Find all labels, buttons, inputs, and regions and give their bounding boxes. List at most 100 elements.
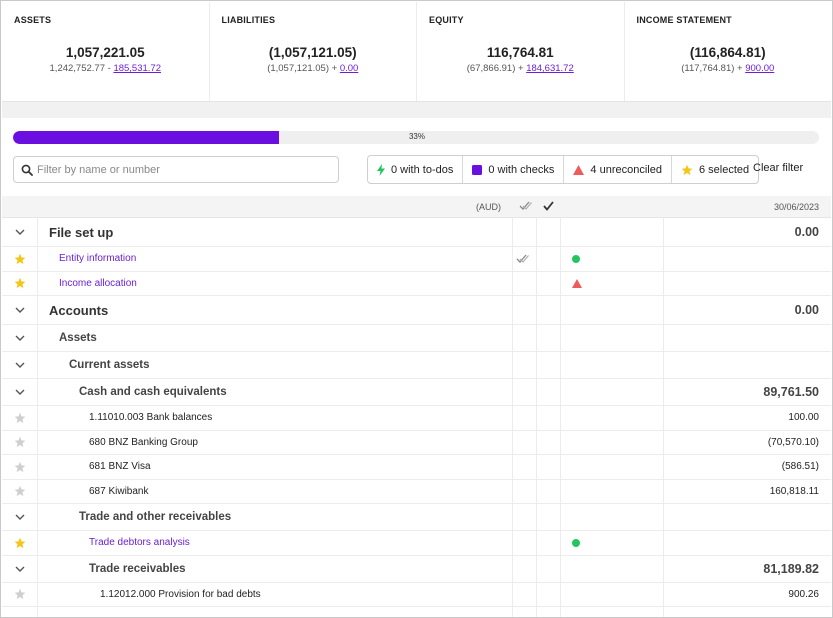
row-amount: 900.26	[788, 588, 819, 600]
progress-label: 33%	[408, 132, 425, 141]
filter-search-box[interactable]	[13, 156, 339, 183]
column-divider	[512, 196, 513, 617]
filter-selected-label: 6 selected	[698, 163, 750, 176]
summary-divider-band	[2, 102, 831, 118]
table-row[interactable]: 681 BNZ Visa (586.51)	[2, 455, 831, 480]
breakdown-text: (1,057,121.05) +	[267, 63, 340, 74]
chevron-down-icon[interactable]	[2, 379, 38, 405]
filter-unreconciled-chip[interactable]: 4 unreconciled	[564, 156, 672, 183]
table-row[interactable]: Entity information	[2, 247, 831, 272]
row-name: Assets	[59, 332, 97, 344]
star-icon[interactable]	[2, 431, 38, 455]
group-row[interactable]: Cash and cash equivalents 89,761.50	[2, 379, 831, 406]
filter-todos-label: 0 with to-dos	[391, 163, 454, 176]
period-date-header: 30/06/2023	[773, 202, 819, 212]
summary-panel: ASSETS 1,057,221.05 1,242,752.77 - 185,5…	[2, 2, 831, 102]
table-row[interactable]: 1.12012.000 Provision for bad debts 900.2…	[2, 583, 831, 607]
row-name: Trade receivables	[89, 562, 186, 575]
card-breakdown: (1,057,121.05) + 0.00	[210, 63, 417, 74]
status-dot-icon	[572, 531, 580, 555]
square-check-icon	[472, 164, 483, 175]
status-dot-icon	[572, 247, 580, 271]
star-icon[interactable]	[2, 531, 38, 555]
filter-chips: 0 with to-dos 0 with checks 4 unreconcil…	[367, 155, 760, 184]
row-amount: 89,761.50	[763, 385, 819, 399]
filter-checks-label: 0 with checks	[488, 163, 555, 176]
row-name: 1.12012.000 Provision for bad debts	[100, 588, 261, 600]
warning-triangle-icon	[573, 164, 585, 175]
star-icon[interactable]	[2, 480, 38, 504]
group-row[interactable]: File set up 0.00	[2, 218, 831, 247]
chevron-down-icon[interactable]	[2, 352, 38, 378]
filter-checks-chip[interactable]: 0 with checks	[463, 156, 565, 183]
row-amount: 160,818.11	[769, 485, 819, 497]
table-row[interactable]: 680 BNZ Banking Group (70,570.10)	[2, 431, 831, 455]
group-row[interactable]: Trade receivables 81,189.82	[2, 556, 831, 583]
card-title: EQUITY	[429, 15, 464, 25]
liabilities-card: LIABILITIES (1,057,121.05) (1,057,121.05…	[210, 2, 417, 101]
row-name: 681 BNZ Visa	[89, 461, 151, 473]
accounts-table: (AUD) 30/06/2023 File set up 0.00 Entity i…	[2, 196, 831, 607]
breakdown-text: (67,866.91) +	[466, 63, 527, 74]
card-breakdown: 1,242,752.77 - 185,531.72	[2, 63, 209, 74]
star-icon[interactable]	[2, 406, 38, 430]
star-icon[interactable]	[2, 247, 38, 271]
column-divider	[560, 196, 561, 617]
card-title: ASSETS	[14, 15, 52, 25]
double-check-icon	[516, 247, 529, 271]
table-row[interactable]: 1.11010.003 Bank balances 100.00	[2, 406, 831, 431]
workpaper-link[interactable]: Entity information	[59, 253, 137, 265]
breakdown-text: (117,764.81) +	[681, 63, 746, 74]
group-row[interactable]: Current assets	[2, 352, 831, 379]
chevron-down-icon[interactable]	[2, 556, 38, 582]
breakdown-link[interactable]: 184,631.72	[526, 63, 574, 74]
row-amount: 0.00	[794, 225, 819, 239]
breakdown-link[interactable]: 900.00	[745, 63, 775, 74]
card-value: 116,764.81	[486, 45, 554, 60]
column-divider	[37, 196, 38, 617]
check-icon	[543, 201, 554, 214]
card-breakdown: (67,866.91) + 184,631.72	[417, 63, 624, 74]
group-row[interactable]: Accounts 0.00	[2, 296, 831, 325]
chevron-down-icon[interactable]	[2, 296, 38, 324]
column-divider	[663, 196, 664, 617]
warning-triangle-icon	[572, 272, 582, 296]
column-divider	[536, 196, 537, 617]
progress-fill	[13, 131, 279, 144]
card-title: INCOME STATEMENT	[636, 15, 732, 25]
double-check-icon	[519, 201, 532, 214]
table-row[interactable]: 687 Kiwibank 160,818.11	[2, 480, 831, 504]
group-row[interactable]: Assets	[2, 325, 831, 352]
row-name: 1.11010.003 Bank balances	[89, 412, 213, 424]
group-row[interactable]: Trade and other receivables	[2, 504, 831, 531]
row-amount: 0.00	[794, 303, 819, 317]
row-amount: (70,570.10)	[767, 436, 819, 448]
table-row[interactable]: Income allocation	[2, 272, 831, 296]
equity-card: EQUITY 116,764.81 (67,866.91) + 184,631.…	[417, 2, 625, 101]
star-icon[interactable]	[2, 583, 38, 607]
filter-selected-chip[interactable]: 6 selected	[672, 156, 758, 183]
row-name: Cash and cash equivalents	[79, 386, 227, 398]
chevron-down-icon[interactable]	[2, 218, 38, 246]
clear-filter-button[interactable]: Clear filter	[753, 162, 804, 174]
workpaper-link[interactable]: Income allocation	[59, 277, 137, 289]
card-breakdown: (117,764.81) + 900.00	[625, 63, 832, 74]
table-header: (AUD) 30/06/2023	[2, 196, 831, 218]
chevron-down-icon[interactable]	[2, 325, 38, 351]
star-icon[interactable]	[2, 455, 38, 479]
card-value: 1,057,221.05	[65, 45, 145, 60]
breakdown-link[interactable]: 185,531.72	[113, 63, 161, 74]
breakdown-link[interactable]: 0.00	[339, 63, 359, 74]
progress-bar	[13, 131, 819, 144]
table-row[interactable]: Trade debtors analysis	[2, 531, 831, 556]
workpaper-link[interactable]: Trade debtors analysis	[89, 537, 190, 549]
chevron-down-icon[interactable]	[2, 504, 38, 530]
row-name: 680 BNZ Banking Group	[89, 436, 198, 448]
row-amount: 100.00	[788, 412, 819, 424]
filter-input[interactable]	[37, 163, 327, 176]
star-icon[interactable]	[2, 272, 38, 296]
filter-todos-chip[interactable]: 0 with to-dos	[368, 156, 464, 183]
income-statement-card: INCOME STATEMENT (116,864.81) (117,764.8…	[625, 2, 832, 101]
row-amount: 81,189.82	[763, 561, 819, 576]
